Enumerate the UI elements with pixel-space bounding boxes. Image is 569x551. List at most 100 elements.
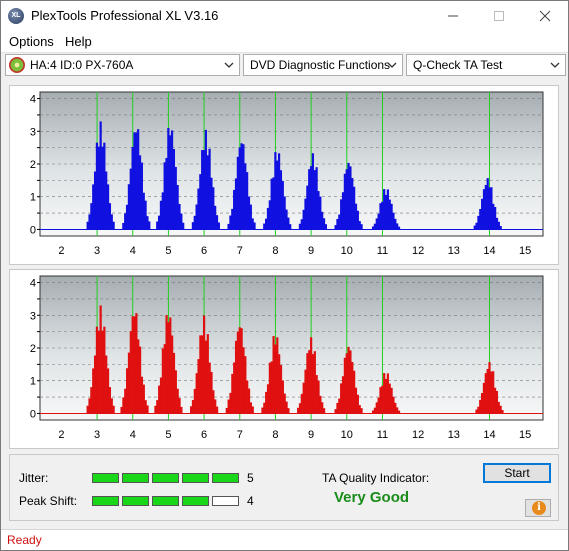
test-select[interactable]: Q-Check TA Test	[406, 54, 566, 76]
histogram-bar	[276, 337, 279, 414]
histogram-bar	[236, 156, 239, 230]
histogram-bar	[190, 406, 193, 414]
histogram-bar	[345, 353, 348, 414]
jitter-label: Jitter:	[19, 471, 49, 485]
histogram-bar	[176, 388, 179, 414]
histogram-bar	[106, 368, 110, 414]
histogram-bar	[244, 163, 247, 230]
histogram-bar	[493, 387, 497, 414]
histogram-bar	[475, 409, 478, 414]
disc-drive-icon	[9, 57, 25, 73]
histogram-bar	[383, 189, 386, 230]
histogram-bar	[97, 146, 100, 230]
histogram-bar	[240, 328, 243, 414]
histogram-bar	[247, 388, 251, 414]
histogram-bar	[86, 405, 89, 414]
minimize-button[interactable]	[430, 1, 476, 31]
histogram-bar	[133, 316, 136, 414]
histogram-bar	[99, 305, 102, 414]
histogram-bar	[86, 221, 89, 230]
title-bar[interactable]: XL PlexTools Professional XL V3.16	[1, 1, 568, 31]
histogram-bar	[268, 200, 271, 230]
histogram-bar	[495, 390, 499, 414]
histogram-bar	[266, 207, 270, 230]
histogram-bar	[392, 212, 395, 230]
histogram-bar	[322, 218, 326, 230]
histogram-bar	[122, 222, 125, 230]
histogram-bar	[309, 166, 313, 230]
histogram-bar	[92, 368, 95, 414]
histogram-bar	[397, 226, 401, 230]
histogram-bar	[156, 400, 159, 414]
x-tick-label: 3	[94, 245, 100, 257]
meter-segment	[92, 473, 119, 483]
drive-select[interactable]: HA:4 ID:0 PX-760A	[5, 54, 240, 76]
histogram-bar	[486, 368, 489, 414]
y-tick-label: 0	[30, 224, 36, 236]
histogram-bar	[199, 174, 202, 230]
histogram-bar	[310, 337, 313, 414]
histogram-bar	[90, 387, 93, 414]
histogram-bar	[484, 373, 487, 414]
histogram-bar	[135, 132, 138, 230]
histogram-bar	[242, 347, 245, 414]
histogram-bar	[375, 402, 378, 414]
menu-options[interactable]: Options	[9, 34, 54, 49]
histogram-bar	[492, 371, 495, 414]
histogram-bar	[174, 166, 177, 230]
histogram-bar	[482, 382, 486, 414]
histogram-bar	[103, 326, 106, 414]
histogram-bar	[154, 405, 157, 414]
x-tick-label: 11	[377, 245, 388, 257]
histogram-bar	[122, 397, 125, 414]
histogram-bar	[281, 380, 284, 414]
histogram-bar	[215, 406, 219, 414]
y-tick-label: 1	[30, 376, 36, 388]
histogram-bar	[492, 203, 495, 230]
histogram-bar	[105, 355, 108, 414]
histogram-bar	[246, 172, 249, 230]
maximize-button[interactable]	[476, 1, 522, 31]
histogram-bar	[231, 373, 234, 414]
x-tick-label: 13	[448, 245, 460, 257]
histogram-bar	[93, 355, 97, 414]
quality-indicator-label: TA Quality Indicator:	[322, 471, 430, 485]
histogram-bar	[304, 369, 307, 414]
histogram-bar	[215, 215, 219, 230]
histogram-bar	[341, 376, 345, 414]
histogram-bar	[274, 152, 277, 230]
function-select[interactable]: DVD Diagnostic Functions	[243, 54, 403, 76]
bottom-chart-frame: 0 1 2 3 4 2 3 4 5 6 7 8 9 10 11 12 13 14 15	[9, 269, 559, 449]
histogram-bar	[501, 409, 504, 414]
histogram-bar	[138, 155, 142, 230]
x-tick-label: 11	[377, 429, 388, 441]
histogram-bar	[477, 215, 480, 230]
histogram-bar	[238, 147, 241, 230]
histogram-bar	[214, 399, 217, 414]
start-button[interactable]: Start	[483, 463, 551, 483]
meter-segment	[182, 496, 209, 506]
histogram-bar	[473, 225, 476, 230]
histogram-bar	[298, 223, 302, 230]
info-button[interactable]: i	[525, 499, 551, 517]
menu-help[interactable]: Help	[65, 34, 92, 49]
histogram-bar	[204, 340, 208, 414]
histogram-bar	[371, 226, 375, 230]
histogram-bar	[480, 392, 484, 414]
jitter-value: 5	[247, 471, 254, 485]
histogram-bar	[142, 192, 145, 230]
close-button[interactable]	[522, 1, 568, 31]
histogram-bar	[251, 218, 254, 230]
histogram-bar	[384, 378, 388, 414]
histogram-bar	[112, 221, 115, 230]
histogram-bar	[360, 408, 363, 414]
histogram-bar	[347, 346, 350, 414]
histogram-bar	[347, 162, 350, 230]
histogram-bar	[388, 383, 391, 414]
histogram-bar	[139, 346, 142, 414]
histogram-bar	[204, 129, 207, 230]
histogram-bar	[142, 384, 145, 414]
histogram-bar	[265, 391, 268, 414]
histogram-bar	[340, 383, 343, 414]
